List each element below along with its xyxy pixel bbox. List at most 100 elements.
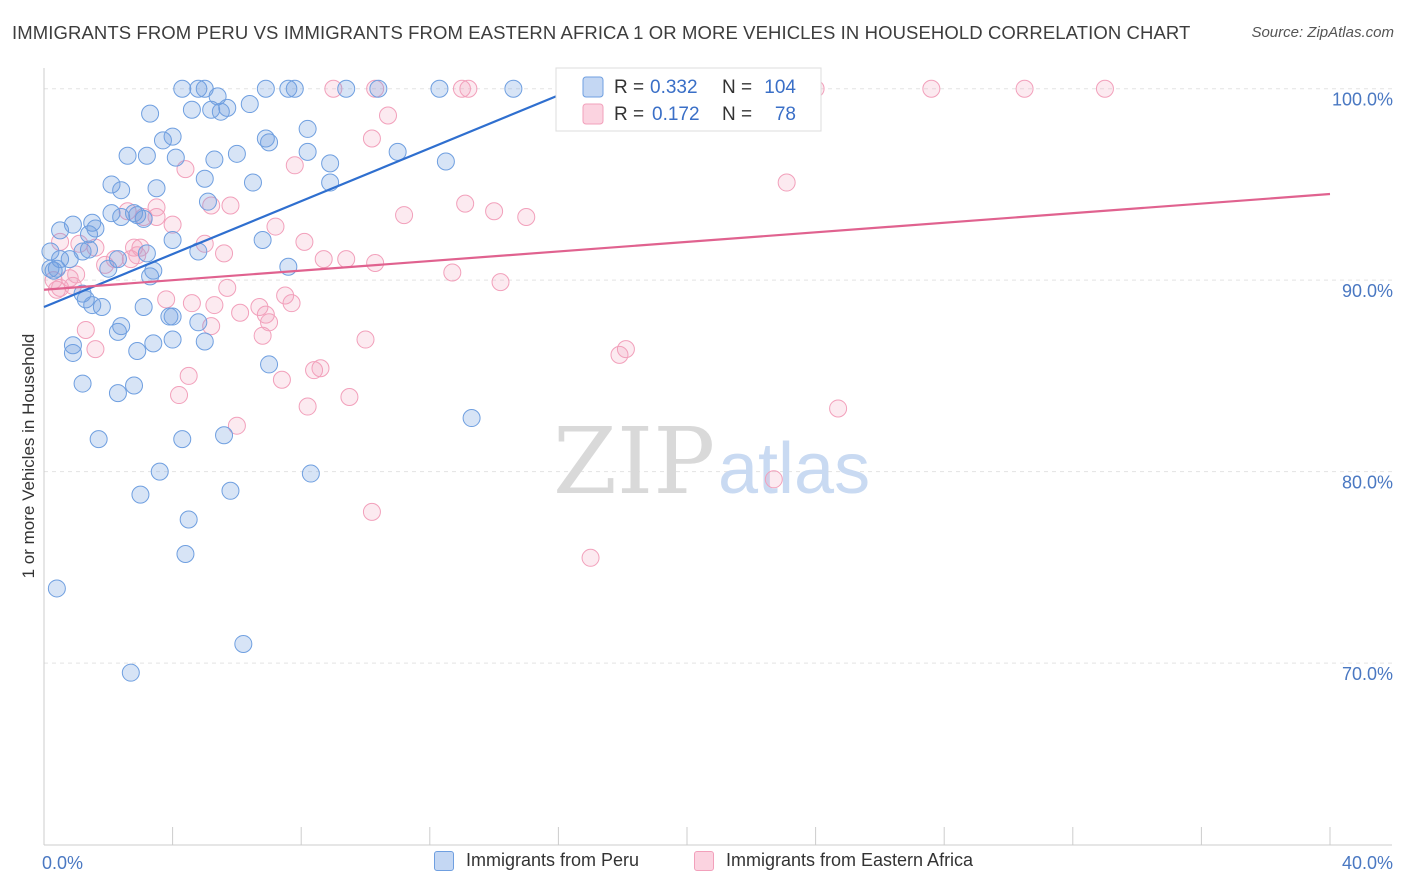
peru-point <box>234 634 253 653</box>
peru-point <box>63 343 82 362</box>
eastern-africa-point <box>250 297 269 316</box>
eastern-africa-point <box>1015 79 1034 98</box>
eastern-africa-point <box>157 290 176 309</box>
eastern-africa-point <box>215 244 234 263</box>
eastern-africa-point <box>366 253 385 272</box>
peru-point <box>436 152 455 171</box>
eastern-africa-point <box>272 370 291 389</box>
eastern-africa-point <box>253 326 272 345</box>
peru-point <box>86 219 105 238</box>
legend-n-label-peru: N = <box>722 77 752 98</box>
peru-point <box>108 250 127 269</box>
grid-lines <box>44 88 1392 664</box>
legend-item-peru: Immigrants from Peru <box>434 850 639 871</box>
eastern-africa-point <box>517 208 536 226</box>
peru-point <box>176 544 195 563</box>
peru-point <box>41 259 60 278</box>
eastern-africa-point <box>76 320 95 339</box>
peru-point <box>430 79 449 98</box>
peru-point <box>182 100 201 119</box>
peru-point <box>163 330 182 349</box>
peru-point <box>298 142 317 161</box>
peru-point <box>221 481 240 500</box>
series-peru-points <box>41 79 581 682</box>
eastern-africa-point <box>176 160 195 179</box>
peru-point <box>321 154 340 173</box>
eastern-africa-point <box>305 361 324 380</box>
y-tick-label: 90.0% <box>1342 281 1393 301</box>
peru-point <box>108 322 127 341</box>
peru-point <box>298 119 317 138</box>
legend-item-peru-swatch <box>434 850 454 871</box>
peru-point <box>141 104 160 123</box>
legend-swatch-peru <box>582 76 604 98</box>
peru-point <box>102 204 121 223</box>
peru-point <box>118 146 137 165</box>
legend-r-label-peru: R = <box>614 77 644 98</box>
x-tick-label-min: 0.0% <box>42 853 83 873</box>
peru-point <box>73 374 92 393</box>
peru-point <box>137 146 156 165</box>
eastern-africa-point <box>777 173 796 192</box>
legend-n-value-eastern-africa: 78 <box>775 104 796 125</box>
eastern-africa-point <box>362 502 381 521</box>
eastern-africa-point <box>218 278 237 297</box>
eastern-africa-point <box>443 263 462 282</box>
peru-point <box>47 259 66 278</box>
eastern-africa-point <box>764 470 783 489</box>
peru-point <box>253 230 272 249</box>
eastern-africa-point <box>298 397 317 416</box>
legend-r-value-peru: 0.332 <box>650 77 698 98</box>
eastern-africa-point <box>179 366 198 385</box>
y-tick-labels: 70.0% 80.0% 90.0% 100.0% <box>1332 90 1393 684</box>
peru-point <box>112 181 131 200</box>
legend-r-label-eastern-africa: R = <box>614 104 644 125</box>
peru-point <box>147 179 166 198</box>
legend-n-label-eastern-africa: N = <box>722 104 752 125</box>
legend-item-eastern-africa: Immigrants from Eastern Africa <box>694 850 973 871</box>
peru-point <box>198 192 217 211</box>
peru-point <box>256 129 275 148</box>
watermark-zip: ZIP <box>553 408 715 515</box>
peru-point <box>215 426 234 445</box>
eastern-africa-point <box>356 330 375 349</box>
peru-point <box>51 250 70 269</box>
peru-point <box>163 127 182 146</box>
peru-point <box>208 87 227 106</box>
eastern-africa-point <box>452 79 471 98</box>
stats-legend: R = 0.332 N = 104 R = 0.172 N = 78 <box>555 67 822 132</box>
peru-point <box>89 430 108 449</box>
eastern-africa-point <box>163 215 182 234</box>
eastern-africa-point <box>829 399 848 418</box>
legend-r-value-eastern-africa: 0.172 <box>652 104 700 125</box>
y-tick-label: 100.0% <box>1332 90 1393 110</box>
eastern-africa-point <box>922 79 941 98</box>
peru-point <box>99 259 118 278</box>
eastern-africa-point <box>147 198 166 217</box>
peru-point <box>153 131 172 150</box>
peru-point <box>163 230 182 249</box>
series-eastern-africa-points <box>44 79 1114 567</box>
eastern-africa-point <box>616 340 635 359</box>
legend-item-eastern-africa-swatch <box>694 850 714 871</box>
watermark: ZIP atlas <box>553 408 870 515</box>
peru-point <box>163 307 182 326</box>
eastern-africa-point <box>182 294 201 313</box>
peru-point <box>240 95 259 114</box>
x-tick-label-max: 40.0% <box>1342 853 1393 873</box>
peru-point <box>44 261 63 280</box>
eastern-africa-point <box>205 296 224 315</box>
legend-swatch-eastern-africa <box>582 103 604 125</box>
peru-point <box>83 296 102 315</box>
peru-point <box>128 342 147 361</box>
eastern-africa-point <box>459 79 478 98</box>
peru-point <box>121 663 140 682</box>
peru-point <box>102 175 121 194</box>
axes <box>43 68 1392 846</box>
peru-point <box>279 79 298 98</box>
eastern-africa-point <box>295 232 314 251</box>
peru-point <box>134 209 153 228</box>
peru-point <box>112 317 131 336</box>
chart-title: IMMIGRANTS FROM PERU VS IMMIGRANTS FROM … <box>12 22 1191 43</box>
